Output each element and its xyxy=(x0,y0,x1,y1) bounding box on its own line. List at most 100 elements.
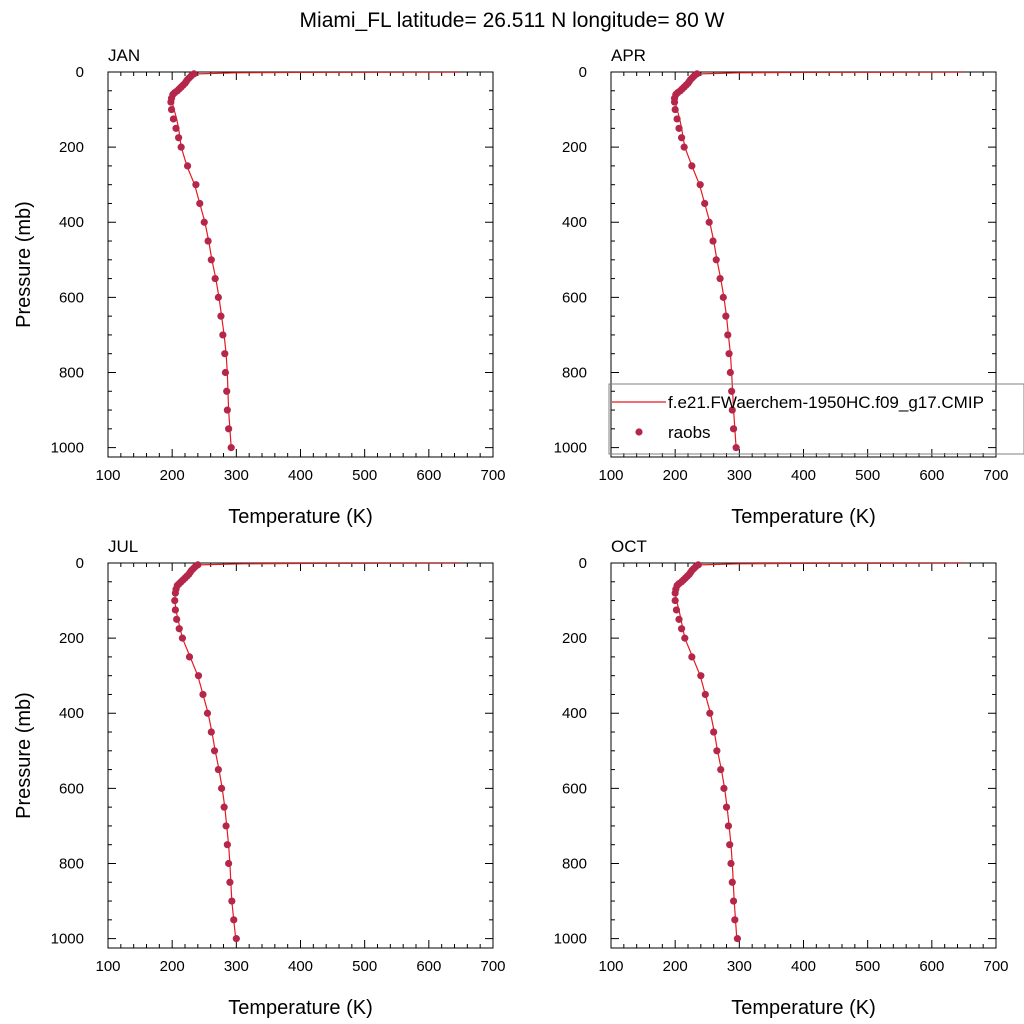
x-tick-label: 400 xyxy=(288,467,313,484)
raobs-point xyxy=(677,625,686,633)
raobs-point xyxy=(169,115,178,123)
legend-model-label: f.e21.FWaerchem-1950HC.f09_g17.CMIP xyxy=(668,393,984,412)
x-tick-label: 300 xyxy=(727,467,752,484)
raobs-point xyxy=(670,98,679,106)
raobs-point xyxy=(167,98,175,106)
panel-label: JAN xyxy=(108,46,140,65)
x-tick-label: 400 xyxy=(288,958,313,975)
raobs-point xyxy=(724,331,732,339)
raobs-point xyxy=(701,690,709,699)
x-tick-label: 200 xyxy=(663,467,688,484)
raobs-point xyxy=(712,256,720,264)
legend-obs-label: raobs xyxy=(668,423,711,442)
raobs-point xyxy=(729,897,738,905)
raobs-point xyxy=(717,765,725,774)
raobs-point xyxy=(724,822,733,830)
x-tick-label: 600 xyxy=(416,467,441,484)
raobs-point xyxy=(225,425,233,433)
y-tick-label: 600 xyxy=(59,289,84,306)
raobs-point xyxy=(727,859,735,868)
x-axis-label: Temperature (K) xyxy=(731,506,876,528)
raobs-point xyxy=(204,237,212,245)
x-tick-label: 100 xyxy=(598,958,623,975)
y-axis-label: Pressure (mb) xyxy=(13,692,35,819)
x-tick-label: 600 xyxy=(919,467,944,484)
raobs-point xyxy=(214,765,222,774)
raobs-point xyxy=(696,181,704,189)
raobs-point xyxy=(172,124,180,132)
y-tick-label: 800 xyxy=(59,364,84,381)
raobs-point xyxy=(196,199,204,208)
raobs-point xyxy=(227,444,235,452)
raobs-point xyxy=(675,615,683,623)
plot-frame xyxy=(107,562,494,949)
model-line xyxy=(171,72,461,448)
x-tick-label: 400 xyxy=(791,467,816,484)
raobs-point xyxy=(722,312,730,320)
raobs-point xyxy=(697,672,705,680)
y-tick-label: 800 xyxy=(59,855,84,872)
x-tick-label: 700 xyxy=(983,467,1008,484)
panel-label: JUL xyxy=(108,537,138,556)
x-tick-label: 500 xyxy=(855,958,880,975)
raobs-point xyxy=(728,387,736,395)
raobs-point xyxy=(211,274,219,283)
raobs-point xyxy=(226,878,234,886)
plot-frame xyxy=(107,71,494,458)
raobs-point xyxy=(705,218,713,226)
raobs-point xyxy=(731,916,739,924)
figure-title: Miami_FL latitude= 26.511 N longitude= 8… xyxy=(300,9,725,32)
raobs-point xyxy=(217,312,225,320)
raobs-point xyxy=(732,444,740,452)
raobs-point xyxy=(220,803,228,811)
x-tick-label: 700 xyxy=(480,467,505,484)
raobs-point xyxy=(671,596,679,605)
raobs-point xyxy=(722,803,731,811)
raobs-point xyxy=(681,634,689,642)
raobs-point xyxy=(207,256,215,264)
raobs-point xyxy=(221,368,230,377)
panels-group: JAN 100 200 300 400 500 600 700 0 200 400 600 800 100… xyxy=(13,46,1009,1019)
raobs-point xyxy=(726,841,734,849)
raobs-point xyxy=(177,143,185,151)
raobs-point xyxy=(173,615,181,623)
raobs-point xyxy=(194,672,203,680)
x-tick-label: 500 xyxy=(352,958,377,975)
raobs-point xyxy=(719,293,727,301)
y-tick-label: 0 xyxy=(76,64,84,81)
raobs-point xyxy=(729,425,738,433)
x-tick-label: 500 xyxy=(855,467,880,484)
panel-apr: APR 100 200 300 400 500 600 700 0 200 400 600 800 100… xyxy=(554,46,1009,528)
raobs-point xyxy=(171,606,179,614)
y-tick-label: 1000 xyxy=(554,931,587,948)
raobs-point xyxy=(680,143,688,151)
raobs-point xyxy=(178,634,187,642)
y-tick-label: 600 xyxy=(562,780,587,797)
y-tick-label: 200 xyxy=(562,139,587,156)
raobs-point xyxy=(221,350,229,358)
raobs-point xyxy=(223,406,231,414)
raobs-point xyxy=(207,728,215,736)
raobs-point xyxy=(171,596,179,605)
raobs-point xyxy=(728,878,736,886)
y-tick-label: 0 xyxy=(579,555,587,572)
x-axis-label: Temperature (K) xyxy=(228,506,373,528)
raobs-point xyxy=(228,897,236,905)
raobs-point xyxy=(200,218,208,226)
y-tick-label: 200 xyxy=(59,139,84,156)
x-tick-label: 500 xyxy=(352,467,377,484)
raobs-point xyxy=(709,237,717,245)
raobs-point xyxy=(706,709,714,717)
y-tick-label: 1000 xyxy=(51,440,84,457)
panel-jan: JAN 100 200 300 400 500 600 700 0 200 400 600 800 100… xyxy=(13,46,506,528)
raobs-point xyxy=(671,589,679,597)
raobs-point xyxy=(701,199,709,208)
legend-box xyxy=(608,383,1024,455)
raobs-point xyxy=(214,293,222,301)
x-tick-label: 300 xyxy=(727,958,752,975)
x-tick-label: 300 xyxy=(224,467,249,484)
plot-frame xyxy=(610,562,997,949)
y-axis-label: Pressure (mb) xyxy=(13,201,35,328)
raobs-point xyxy=(230,916,238,924)
